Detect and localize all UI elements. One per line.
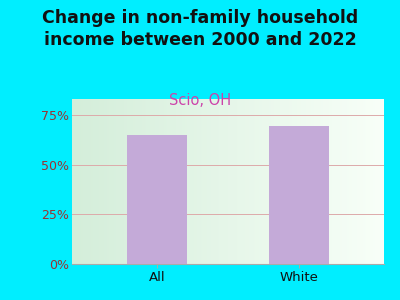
Text: Scio, OH: Scio, OH [169,93,231,108]
Bar [269,126,329,264]
Bar [127,135,187,264]
Text: Change in non-family household
income between 2000 and 2022: Change in non-family household income be… [42,9,358,49]
